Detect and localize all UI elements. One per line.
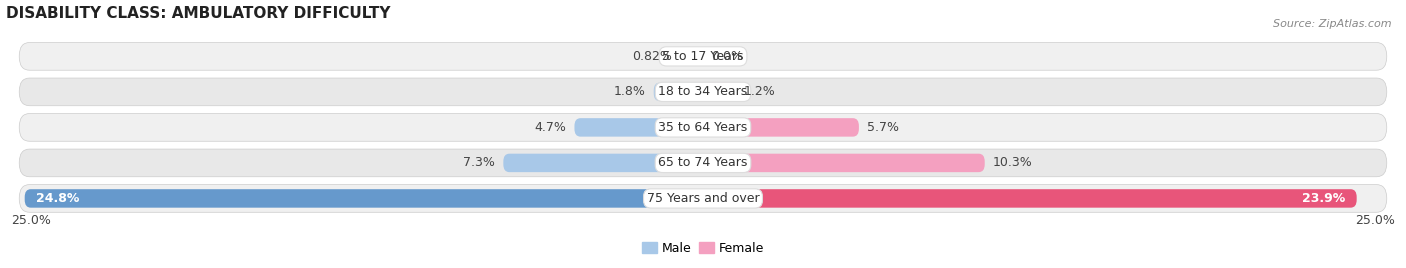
FancyBboxPatch shape (703, 83, 735, 101)
FancyBboxPatch shape (703, 118, 859, 137)
Text: 5 to 17 Years: 5 to 17 Years (662, 50, 744, 63)
Text: 10.3%: 10.3% (993, 157, 1032, 169)
FancyBboxPatch shape (575, 118, 703, 137)
FancyBboxPatch shape (703, 189, 1357, 208)
Text: 24.8%: 24.8% (35, 192, 79, 205)
Text: Source: ZipAtlas.com: Source: ZipAtlas.com (1274, 19, 1392, 29)
Text: 0.0%: 0.0% (711, 50, 744, 63)
Text: 23.9%: 23.9% (1302, 192, 1346, 205)
Text: DISABILITY CLASS: AMBULATORY DIFFICULTY: DISABILITY CLASS: AMBULATORY DIFFICULTY (6, 6, 389, 21)
Legend: Male, Female: Male, Female (637, 237, 769, 260)
FancyBboxPatch shape (20, 185, 1386, 212)
Text: 75 Years and over: 75 Years and over (647, 192, 759, 205)
FancyBboxPatch shape (20, 43, 1386, 70)
FancyBboxPatch shape (20, 149, 1386, 177)
Text: 25.0%: 25.0% (11, 214, 51, 227)
FancyBboxPatch shape (25, 189, 703, 208)
FancyBboxPatch shape (703, 154, 984, 172)
Text: 5.7%: 5.7% (868, 121, 898, 134)
Text: 7.3%: 7.3% (463, 157, 495, 169)
Text: 0.82%: 0.82% (633, 50, 672, 63)
Text: 25.0%: 25.0% (1355, 214, 1395, 227)
FancyBboxPatch shape (654, 83, 703, 101)
FancyBboxPatch shape (503, 154, 703, 172)
FancyBboxPatch shape (20, 78, 1386, 106)
Text: 1.2%: 1.2% (744, 85, 776, 98)
Text: 4.7%: 4.7% (534, 121, 567, 134)
Text: 35 to 64 Years: 35 to 64 Years (658, 121, 748, 134)
Text: 65 to 74 Years: 65 to 74 Years (658, 157, 748, 169)
FancyBboxPatch shape (681, 47, 703, 66)
Text: 18 to 34 Years: 18 to 34 Years (658, 85, 748, 98)
Text: 1.8%: 1.8% (613, 85, 645, 98)
FancyBboxPatch shape (20, 114, 1386, 141)
